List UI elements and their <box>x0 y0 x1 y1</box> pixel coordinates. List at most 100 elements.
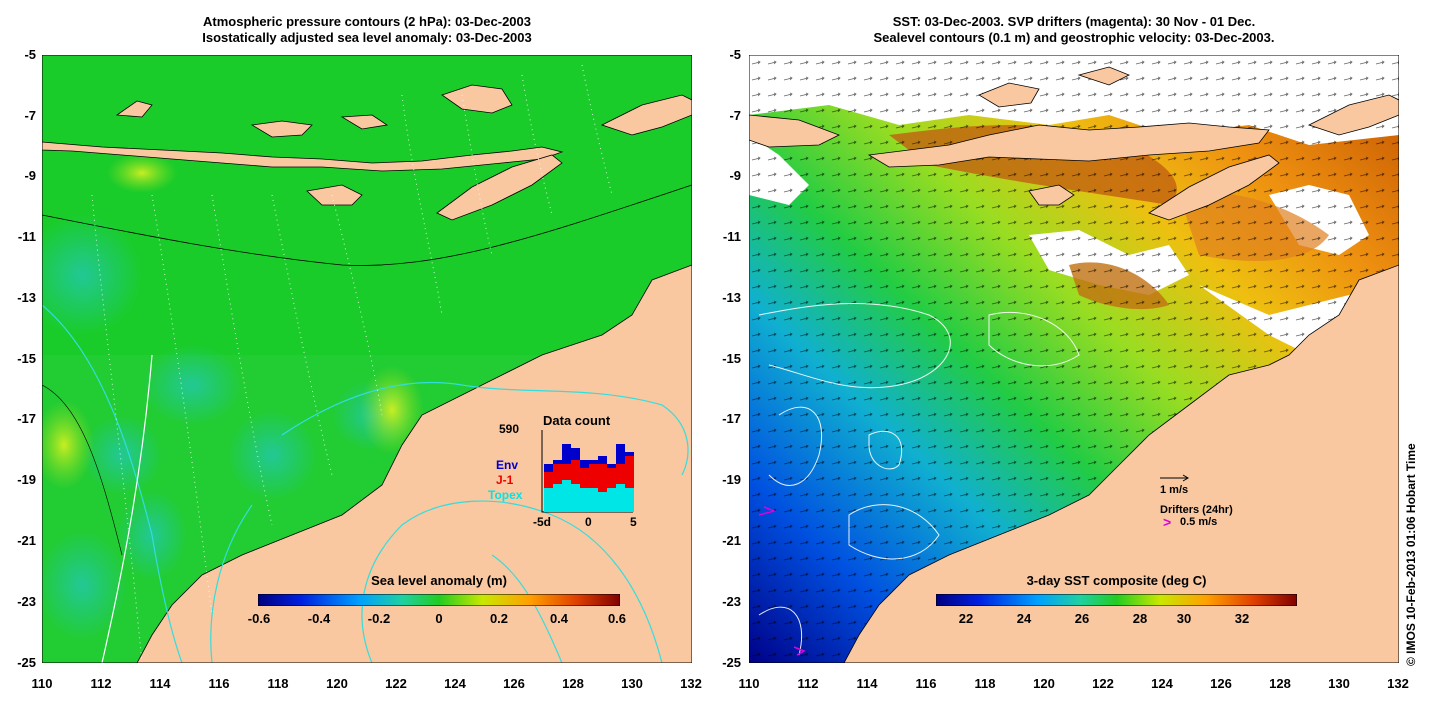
velocity-scale-label: 1 m/s <box>1160 484 1189 496</box>
drifter-scale-icon: > <box>1163 514 1172 530</box>
left-x-tick: 120 <box>326 676 348 691</box>
inset-bar-env <box>598 456 607 464</box>
right-y-tick: -15 <box>722 351 741 366</box>
inset-bar-topex <box>625 488 634 512</box>
left-colorbar-tick: 0.4 <box>549 611 569 626</box>
inset-bar-env <box>616 444 625 464</box>
velocity-scale-arrow <box>1160 474 1189 482</box>
inset-bar-j1 <box>571 460 580 484</box>
inset-bar-topex <box>589 488 598 512</box>
left-x-tick: 132 <box>680 676 702 691</box>
left-colorbar-tick: 0 <box>435 611 443 626</box>
inset-bar-topex <box>553 484 562 512</box>
inset-bar-chart <box>541 430 634 513</box>
right-colorbar-tick: 32 <box>1234 611 1250 626</box>
right-colorbar-tick: 24 <box>1016 611 1032 626</box>
right-sealevel-contour <box>758 302 951 389</box>
right-colorbar-tick: 22 <box>958 611 974 626</box>
right-x-tick: 112 <box>797 676 819 691</box>
left-colorbar-label: Sea level anomaly (m) <box>371 573 507 588</box>
right-y-tick: -7 <box>729 108 741 123</box>
right-y-tick: -5 <box>729 47 741 62</box>
right-map <box>749 55 1399 663</box>
right-title-line1: SST: 03-Dec-2003. SVP drifters (magenta)… <box>892 14 1256 29</box>
left-y-tick: -9 <box>24 168 36 183</box>
right-x-tick: 132 <box>1387 676 1409 691</box>
inset-bar-j1 <box>544 472 553 488</box>
left-colorbar-tick: 0.6 <box>607 611 627 626</box>
right-x-tick: 122 <box>1092 676 1114 691</box>
inset-bar-j1 <box>553 464 562 484</box>
inset-x-label: -5d <box>533 515 551 529</box>
right-x-tick: 116 <box>915 676 937 691</box>
right-y-tick: -17 <box>722 411 741 426</box>
right-title-line2: Sealevel contours (0.1 m) and geostrophi… <box>873 30 1275 45</box>
left-x-tick: 114 <box>149 676 171 691</box>
right-colorbar-tick: 28 <box>1132 611 1148 626</box>
inset-bar-env <box>580 460 589 468</box>
inset-bar-topex <box>598 492 607 512</box>
left-x-tick: 124 <box>444 676 466 691</box>
inset-legend-j1: J-1 <box>496 473 514 487</box>
inset-bar-topex <box>571 484 580 512</box>
inset-bar-topex <box>616 484 625 512</box>
right-x-tick: 120 <box>1033 676 1055 691</box>
left-y-tick: -5 <box>24 47 36 62</box>
inset-bar-j1 <box>562 464 571 480</box>
right-x-tick: 130 <box>1328 676 1350 691</box>
right-x-tick: 114 <box>856 676 878 691</box>
drifters-label: Drifters (24hr) <box>1160 504 1233 516</box>
drifter-scale-label: 0.5 m/s <box>1180 516 1218 528</box>
inset-bar-topex <box>607 488 616 512</box>
right-drifter-track <box>758 506 777 516</box>
left-y-tick: -7 <box>24 108 36 123</box>
left-y-tick: -13 <box>17 290 36 305</box>
right-y-tick: -25 <box>722 655 741 670</box>
inset-x-label: 5 <box>630 515 637 529</box>
inset-bar-env <box>607 464 616 468</box>
left-y-tick: -25 <box>17 655 36 670</box>
left-colorbar-tick: 0.2 <box>489 611 509 626</box>
right-land <box>749 66 1399 663</box>
left-map <box>42 55 692 663</box>
right-colorbar <box>936 594 1297 606</box>
right-x-tick: 126 <box>1210 676 1232 691</box>
inset-bar-env <box>571 448 580 460</box>
right-y-tick: -11 <box>722 229 741 244</box>
left-colorbar-tick: -0.6 <box>247 611 271 626</box>
left-y-tick: -19 <box>17 472 36 487</box>
right-colorbar-tick: 26 <box>1074 611 1090 626</box>
right-colorbar-label: 3-day SST composite (deg C) <box>1026 573 1207 588</box>
inset-bar-topex <box>544 488 553 512</box>
inset-bar-j1 <box>625 456 634 488</box>
left-y-tick: -17 <box>17 411 36 426</box>
left-y-tick: -11 <box>17 229 36 244</box>
inset-bar-j1 <box>589 464 598 488</box>
right-x-tick: 124 <box>1151 676 1173 691</box>
inset-bar-j1 <box>607 468 616 488</box>
left-title-line2: Isostatically adjusted sea level anomaly… <box>202 30 532 45</box>
right-x-tick: 118 <box>974 676 996 691</box>
inset-bar-env <box>625 452 634 456</box>
right-x-tick: 128 <box>1269 676 1291 691</box>
left-x-tick: 112 <box>90 676 112 691</box>
left-x-tick: 110 <box>31 676 53 691</box>
inset-max-value: 590 <box>499 422 520 436</box>
inset-bar-j1 <box>580 468 589 488</box>
inset-bar-topex <box>562 480 571 512</box>
left-colorbar-tick: -0.2 <box>367 611 391 626</box>
inset-bar-j1 <box>616 464 625 484</box>
inset-bar-env <box>553 460 562 464</box>
right-y-tick: -9 <box>729 168 741 183</box>
right-x-tick: 110 <box>738 676 760 691</box>
inset-bar-j1 <box>598 464 607 492</box>
left-title-line1: Atmospheric pressure contours (2 hPa): 0… <box>203 14 531 29</box>
left-colorbar-tick: -0.4 <box>307 611 331 626</box>
inset-title: Data count <box>543 413 611 428</box>
left-colorbar <box>258 594 620 606</box>
inset-bar-env <box>562 444 571 464</box>
left-land <box>42 84 692 663</box>
inset-bar-topex <box>580 488 589 512</box>
left-x-tick: 118 <box>267 676 289 691</box>
right-y-tick: -21 <box>722 533 741 548</box>
